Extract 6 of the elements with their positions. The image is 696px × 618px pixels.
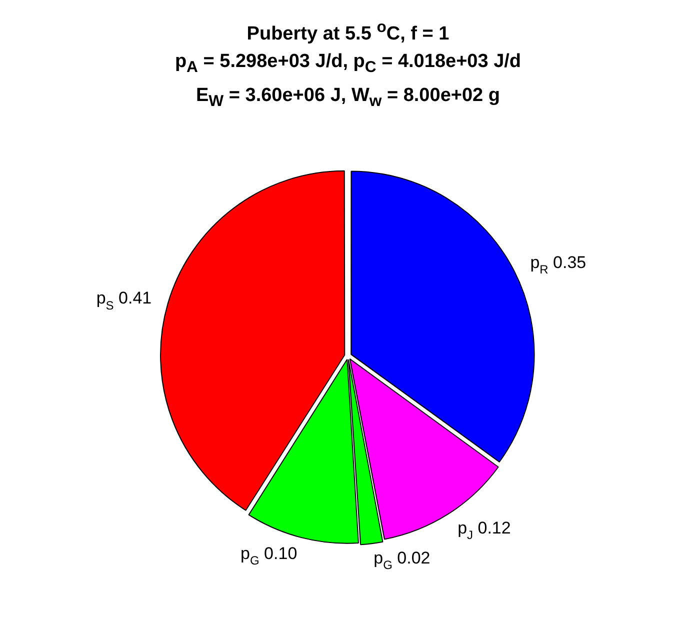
data-label: 0.02 bbox=[392, 548, 430, 568]
data-label: 0.41 bbox=[114, 288, 152, 308]
data-label: 0.12 bbox=[473, 518, 511, 538]
data-label: 0.35 bbox=[548, 252, 586, 272]
chart-title: Puberty at 5.5 $^{o}$C, f = 1 p$_{A}$ = 5.298e+03 J/d, p$_{C}$ = 4.018e+03 J/d E$_{W}$ = 3.60e+06 J, W$_{w}$ = 8.00e+02 g bbox=[174, 19, 522, 110]
data-label: 0.10 bbox=[259, 544, 298, 563]
